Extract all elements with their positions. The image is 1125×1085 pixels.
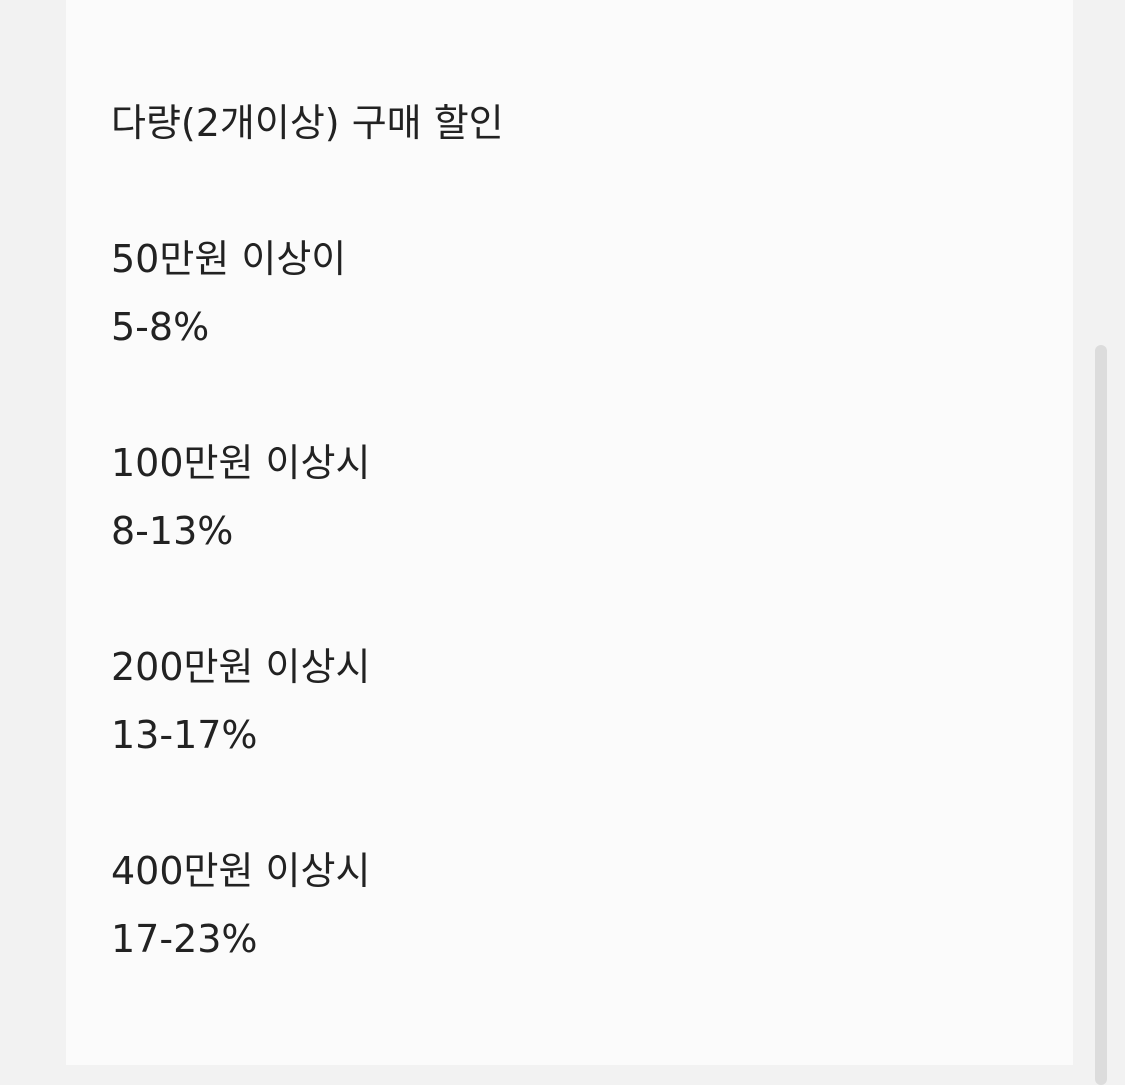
tier-threshold: 400만원 이상시 [111,849,371,893]
tier-item: 400만원 이상시 17-23% [111,837,504,973]
tier-discount: 5-8% [111,305,210,349]
tier-item: 100만원 이상시 8-13% [111,429,504,565]
discount-title: 다량(2개이상) 구매 할인 [111,101,504,145]
scrollbar[interactable] [1095,345,1107,1085]
tier-item: 50만원 이상이 5-8% [111,225,504,361]
discount-text: 다량(2개이상) 구매 할인 50만원 이상이 5-8% 100만원 이상시 8… [111,89,504,973]
content-panel: 다량(2개이상) 구매 할인 50만원 이상이 5-8% 100만원 이상시 8… [66,0,1073,1065]
tier-discount: 13-17% [111,713,258,757]
tier-discount: 8-13% [111,509,234,553]
tier-threshold: 100만원 이상시 [111,441,371,485]
tier-discount: 17-23% [111,917,258,961]
tier-threshold: 50만원 이상이 [111,237,347,281]
tier-item: 200만원 이상시 13-17% [111,633,504,769]
tier-threshold: 200만원 이상시 [111,645,371,689]
